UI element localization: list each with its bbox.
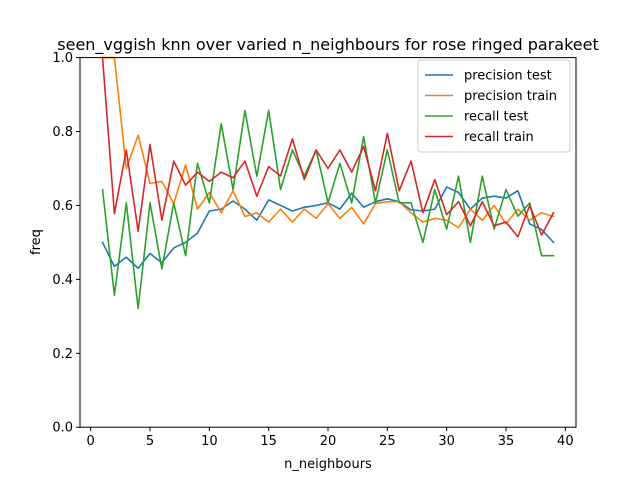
- x-tick-label: 0: [87, 434, 95, 449]
- legend-label: precision train: [464, 89, 557, 104]
- x-tick-label: 40: [557, 434, 574, 449]
- legend-label: recall train: [464, 130, 534, 145]
- x-tick-label: 10: [201, 434, 218, 449]
- y-tick-label: 0.6: [52, 199, 73, 214]
- series-line-recall-train: [101, 56, 555, 238]
- legend-box: [417, 59, 571, 153]
- y-tick-label: 0.4: [52, 273, 73, 288]
- y-axis-label: freq: [29, 229, 44, 255]
- x-tick-label: 20: [320, 434, 337, 449]
- x-tick-label: 25: [379, 434, 396, 449]
- x-tick-label: 15: [260, 434, 277, 449]
- x-axis-ticks: 0 5 10 15 20 25 30 35 40: [87, 427, 574, 449]
- legend-entries: precision test precision train recall test…: [425, 69, 557, 145]
- legend: precision test precision train recall test…: [417, 59, 571, 153]
- x-tick-label: 35: [498, 434, 515, 449]
- legend-label: recall test: [464, 110, 529, 125]
- x-tick-label: 5: [146, 434, 154, 449]
- y-tick-label: 0.0: [52, 421, 73, 436]
- x-tick-label: 30: [438, 434, 455, 449]
- series-line-recall-test: [101, 109, 555, 310]
- y-tick-label: 1.0: [52, 51, 73, 66]
- chart-title: seen_vggish knn over varied n_neighbours…: [57, 35, 598, 55]
- y-tick-label: 0.8: [52, 125, 73, 140]
- legend-label: precision test: [464, 69, 552, 84]
- y-tick-label: 0.2: [52, 347, 73, 362]
- plot-lines: [101, 56, 555, 310]
- y-axis-ticks: 0.0 0.2 0.4 0.6 0.8 1.0: [52, 51, 80, 436]
- x-axis-label: n_neighbours: [284, 457, 372, 472]
